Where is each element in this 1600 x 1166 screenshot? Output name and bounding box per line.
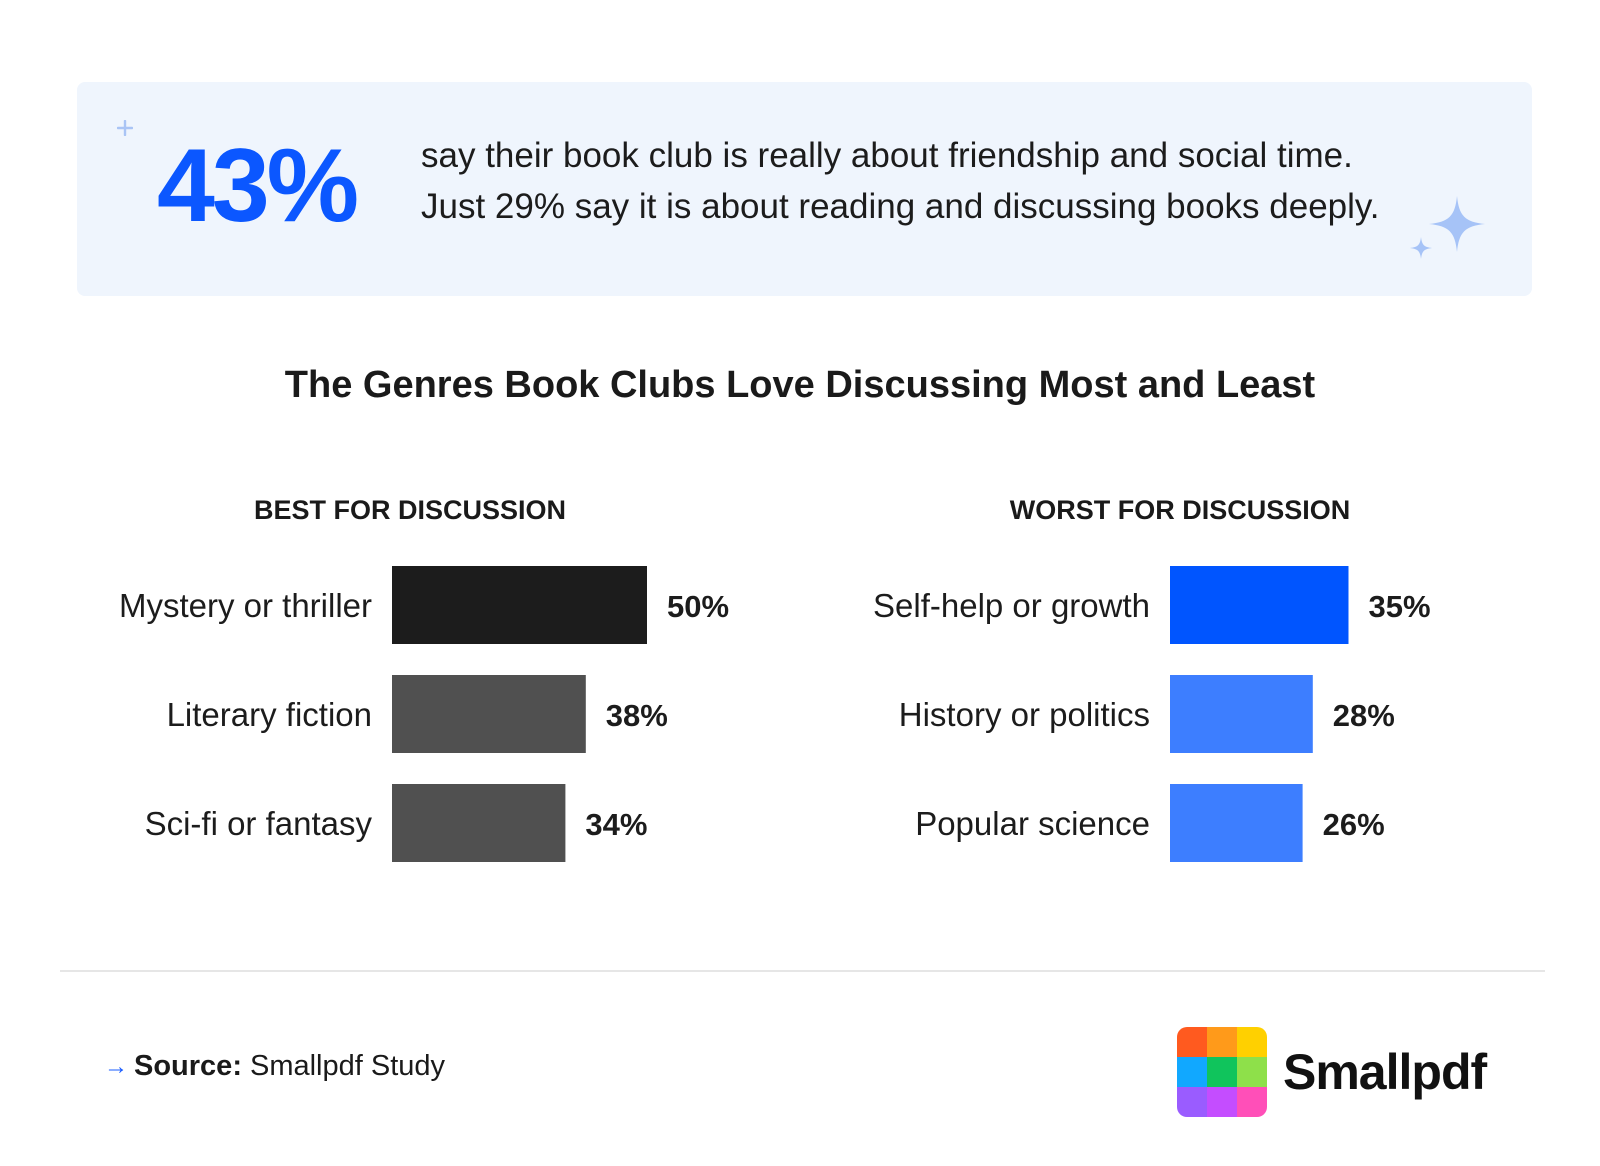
best-panel-heading: BEST FOR DISCUSSION xyxy=(253,495,567,525)
logo-tile xyxy=(1207,1027,1237,1057)
bar xyxy=(392,784,566,862)
plus-sparkle-icon xyxy=(117,120,133,136)
logo-tile xyxy=(1177,1057,1207,1087)
source-label: Source: xyxy=(134,1050,242,1082)
category-label: Mystery or thriller xyxy=(119,587,372,624)
value-label: 35% xyxy=(1369,589,1431,624)
category-label: History or politics xyxy=(899,696,1150,733)
logo-wordmark: Smallpdf xyxy=(1283,1044,1487,1100)
smallpdf-logo: Smallpdf xyxy=(1177,1027,1487,1117)
worst-panel-heading: WORST FOR DISCUSSION xyxy=(1009,495,1351,525)
highlight-number: 43% xyxy=(157,128,359,244)
category-label: Self-help or growth xyxy=(873,587,1150,624)
value-label: 38% xyxy=(606,698,668,733)
logo-tile xyxy=(1207,1087,1237,1117)
category-label: Popular science xyxy=(915,805,1150,842)
bar xyxy=(1170,675,1313,753)
logo-tile xyxy=(1237,1027,1267,1057)
highlight-card: 43% say their book club is really about … xyxy=(77,82,1532,296)
logo-tile xyxy=(1177,1027,1207,1057)
bar xyxy=(392,675,586,753)
logo-grid-icon xyxy=(1177,1027,1267,1117)
category-label: Literary fiction xyxy=(167,696,372,733)
footer-divider xyxy=(60,970,1545,972)
sparkle-icon xyxy=(1429,196,1485,252)
value-label: 50% xyxy=(667,589,729,624)
logo-tile xyxy=(1237,1057,1267,1087)
bar xyxy=(1170,784,1303,862)
bar xyxy=(392,566,647,644)
arrow-right-icon: → xyxy=(104,1052,128,1080)
chart-title: The Genres Book Clubs Love Discussing Mo… xyxy=(284,364,1316,406)
value-label: 34% xyxy=(585,807,647,842)
bar xyxy=(1170,566,1349,644)
logo-tile xyxy=(1207,1057,1237,1087)
category-label: Sci-fi or fantasy xyxy=(145,805,373,842)
source-note: → Source: Smallpdf Study xyxy=(104,1052,445,1081)
small-sparkle-icon xyxy=(1410,237,1432,259)
value-label: 26% xyxy=(1323,807,1385,842)
logo-tile xyxy=(1237,1087,1267,1117)
logo-tile xyxy=(1177,1087,1207,1117)
bar-charts: Mystery or thriller 50% Literary fiction 38… xyxy=(119,566,1431,862)
highlight-line-1: say their book club is really about frie… xyxy=(421,136,1353,175)
value-label: 28% xyxy=(1333,698,1395,733)
source-value: Smallpdf Study xyxy=(249,1050,446,1082)
highlight-line-2: Just 29% say it is about reading and dis… xyxy=(421,187,1380,226)
